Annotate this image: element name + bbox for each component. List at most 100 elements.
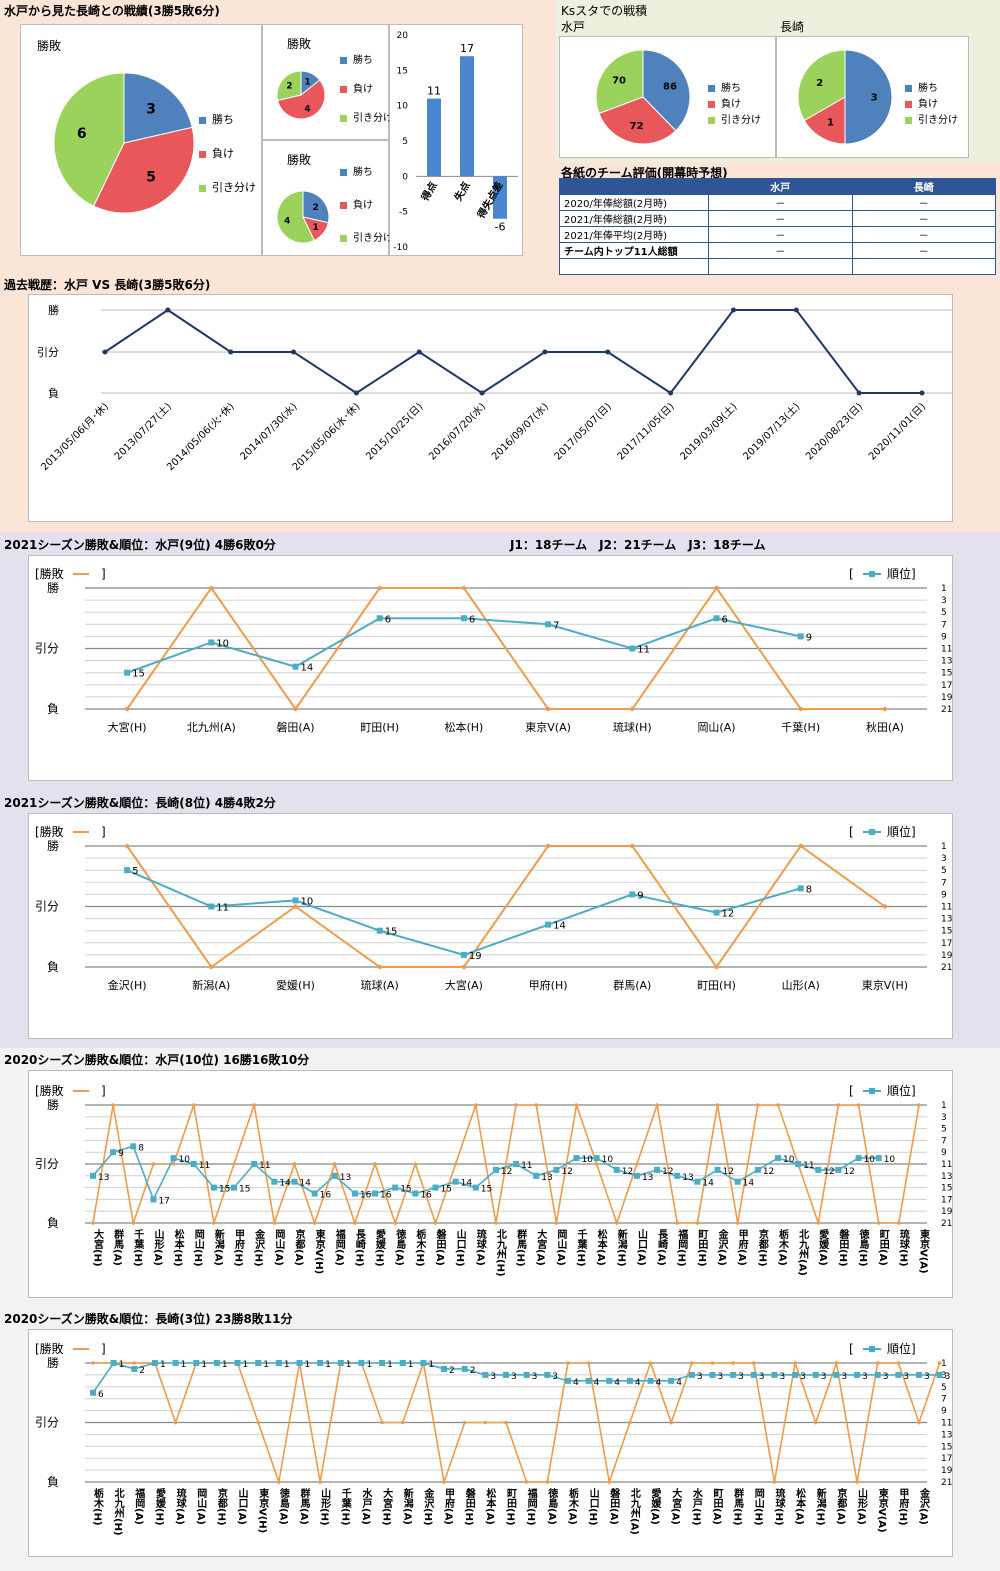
rank-point xyxy=(170,1155,177,1162)
pie-slice-label: 2 xyxy=(312,203,318,213)
match-label: 新潟(A) xyxy=(192,978,230,992)
legend-draw: 引き分け xyxy=(199,179,256,195)
match-label: 東京V(A) xyxy=(918,1228,930,1274)
bar-y-tick: 20 xyxy=(397,31,409,41)
rank-label: 3 xyxy=(511,1372,517,1382)
rank-tick: 15 xyxy=(941,1184,952,1194)
history-heading: 過去戦歴：水戸 VS 長崎(3勝5敗6分) xyxy=(4,278,211,292)
rank-point xyxy=(291,1178,298,1185)
rank-point xyxy=(503,1371,509,1378)
pie-slice-label: 86 xyxy=(663,81,677,92)
result-point xyxy=(514,1103,518,1107)
match-label: 千葉(H) xyxy=(781,720,820,734)
result-point xyxy=(875,1361,880,1365)
c2020n-heading: 2020シーズン勝敗&順位：長崎(3位) 23勝8敗11分 xyxy=(4,1312,293,1326)
match-label: 東京V(H) xyxy=(313,1228,325,1274)
rank-label: 6 xyxy=(469,614,475,625)
rank-label: 10 xyxy=(602,1155,614,1165)
history-date-label: 2016/07/20(水) xyxy=(426,401,488,463)
match-label: 甲府(H) xyxy=(529,978,568,992)
result-point xyxy=(111,1103,115,1107)
match-label: 新潟(A) xyxy=(212,1228,224,1266)
match-label: 秋田(A) xyxy=(866,720,904,734)
eval-cell xyxy=(851,258,997,275)
rank-point xyxy=(441,1365,448,1372)
rank-label: 1 xyxy=(408,1360,414,1370)
legend-rank-label: 順位] xyxy=(887,1083,916,1098)
rank-point xyxy=(151,1360,158,1366)
match-label: 北九州(A) xyxy=(797,1228,810,1276)
match-label: 水戸(H) xyxy=(690,1487,703,1526)
rank-label: 1 xyxy=(366,1360,372,1370)
eval-cell: － xyxy=(708,210,853,227)
eval-cell: － xyxy=(851,242,997,259)
rank-point xyxy=(432,1184,439,1191)
result-point xyxy=(756,1103,760,1107)
rank-point xyxy=(234,1360,241,1366)
rank-label: 11 xyxy=(803,1161,814,1171)
result-point xyxy=(669,1420,673,1425)
legend-win: 勝ち xyxy=(340,51,373,66)
bar-data-label: -6 xyxy=(495,221,506,234)
match-label: 金沢(H) xyxy=(253,1228,266,1267)
match-label: 琉球(H) xyxy=(897,1228,909,1267)
match-label: 群馬(A) xyxy=(298,1487,310,1525)
result-point xyxy=(630,843,635,849)
match-label: 岡山(A) xyxy=(273,1229,285,1266)
rank-point xyxy=(792,1371,799,1378)
result-point xyxy=(917,1103,921,1107)
rank-line xyxy=(92,1362,940,1394)
eval-cell: － xyxy=(851,194,997,211)
rank-line xyxy=(92,1145,879,1202)
match-label: 山形(H) xyxy=(319,1487,331,1526)
result-point xyxy=(545,706,551,712)
rank-tick: 5 xyxy=(941,1383,947,1393)
match-label: 新潟(H) xyxy=(814,1487,826,1526)
eval-row xyxy=(558,258,997,275)
result-point xyxy=(91,1221,95,1225)
rank-label: 6 xyxy=(385,614,391,625)
bar-y-tick: 0 xyxy=(402,172,408,182)
rank-point xyxy=(513,1161,520,1167)
rank-point xyxy=(812,1371,819,1378)
rank-label: 12 xyxy=(501,1167,512,1177)
legend-rank-marker xyxy=(869,571,875,577)
rank-label: 3 xyxy=(738,1372,744,1382)
rank-label: 8 xyxy=(806,884,812,895)
pie-slice xyxy=(803,96,846,145)
rank-label: 14 xyxy=(301,663,314,674)
rank-tick: 1 xyxy=(941,842,947,852)
history-date-label: 2015/05/06(水･休) xyxy=(290,401,363,474)
rank-label: 1 xyxy=(243,1360,249,1370)
match-label: 金沢(H) xyxy=(422,1487,435,1526)
result-point xyxy=(483,1420,488,1425)
rank-point xyxy=(795,1161,802,1167)
match-label: 大宮(H) xyxy=(92,1228,104,1267)
history-date-label: 2020/08/23(日) xyxy=(804,401,865,462)
rank-point xyxy=(854,1371,861,1378)
legend-loss: 負け xyxy=(340,80,373,95)
rank-label: 13 xyxy=(682,1173,693,1183)
rank-tick: 1 xyxy=(941,1101,947,1111)
pie-slice-label: 4 xyxy=(304,104,310,114)
result-y-label: 負 xyxy=(47,1475,59,1489)
history-point xyxy=(165,307,171,313)
rank-point xyxy=(835,1166,842,1173)
result-point xyxy=(377,585,382,591)
eval-cell: － xyxy=(708,194,853,211)
match-label: 東京V(A) xyxy=(525,720,571,734)
match-label: 琉球(H) xyxy=(613,720,652,734)
match-label: 山形(A) xyxy=(152,1228,164,1266)
rank-tick: 17 xyxy=(941,939,952,949)
pie-slice xyxy=(844,49,893,145)
pie-small1: 1 4 2 xyxy=(276,70,326,120)
rank-label: 11 xyxy=(199,1161,210,1171)
match-label: 岡山(A) xyxy=(697,721,735,734)
bar-y-tick: 10 xyxy=(397,102,409,112)
legend-win: 勝ち xyxy=(708,79,741,94)
rank-label: 15 xyxy=(239,1185,250,1195)
match-label: 長崎(H) xyxy=(353,1229,365,1267)
rank-tick: 19 xyxy=(941,951,953,961)
match-label: 甲府(H) xyxy=(897,1488,909,1526)
